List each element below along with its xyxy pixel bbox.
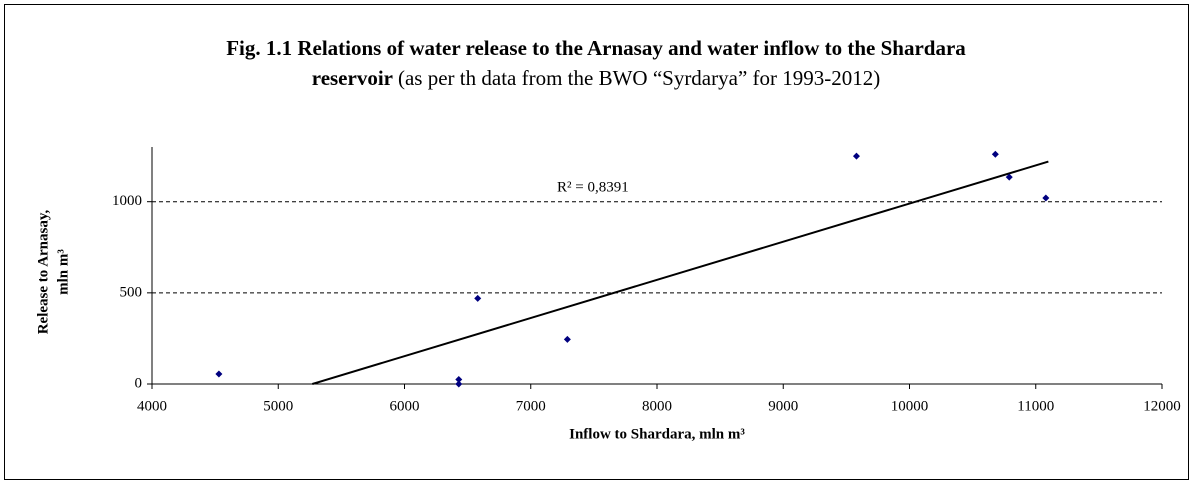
x-tick-label: 5000 bbox=[263, 398, 293, 414]
y-axis-label: mln m³ bbox=[55, 249, 71, 295]
x-tick-label: 10000 bbox=[891, 398, 929, 414]
y-tick-label: 0 bbox=[135, 375, 143, 391]
x-tick-label: 9000 bbox=[768, 398, 798, 414]
point bbox=[563, 335, 571, 343]
x-tick-label: 11000 bbox=[1017, 398, 1054, 414]
x-tick-label: 6000 bbox=[390, 398, 420, 414]
x-axis-label: Inflow to Shardara, mln m³ bbox=[569, 426, 745, 442]
chart-title: Fig. 1.1 Relations of water release to t… bbox=[226, 36, 966, 60]
point bbox=[455, 380, 463, 388]
point bbox=[991, 150, 999, 158]
chart-border bbox=[4, 4, 1189, 480]
x-tick-label: 4000 bbox=[137, 398, 167, 414]
chart-title: reservoir bbox=[312, 66, 393, 90]
chart-subtitle: (as per th data from the BWO “Syrdarya” … bbox=[398, 66, 880, 90]
point bbox=[1005, 173, 1013, 181]
point bbox=[455, 375, 463, 383]
point bbox=[852, 152, 860, 160]
x-tick-label: 8000 bbox=[642, 398, 672, 414]
y-axis-label: Release to Arnasay, bbox=[35, 209, 51, 334]
x-tick-label: 12000 bbox=[1143, 398, 1181, 414]
chart-title-line2: reservoir (as per th data from the BWO “S… bbox=[312, 66, 881, 90]
trendline bbox=[312, 160, 1049, 385]
point bbox=[1042, 194, 1050, 202]
x-tick-label: 7000 bbox=[516, 398, 546, 414]
point bbox=[474, 294, 482, 302]
point bbox=[215, 370, 223, 378]
y-tick-label: 1000 bbox=[112, 193, 142, 209]
annotation: R² = 0,8391 bbox=[557, 179, 629, 195]
y-tick-label: 500 bbox=[120, 284, 143, 300]
